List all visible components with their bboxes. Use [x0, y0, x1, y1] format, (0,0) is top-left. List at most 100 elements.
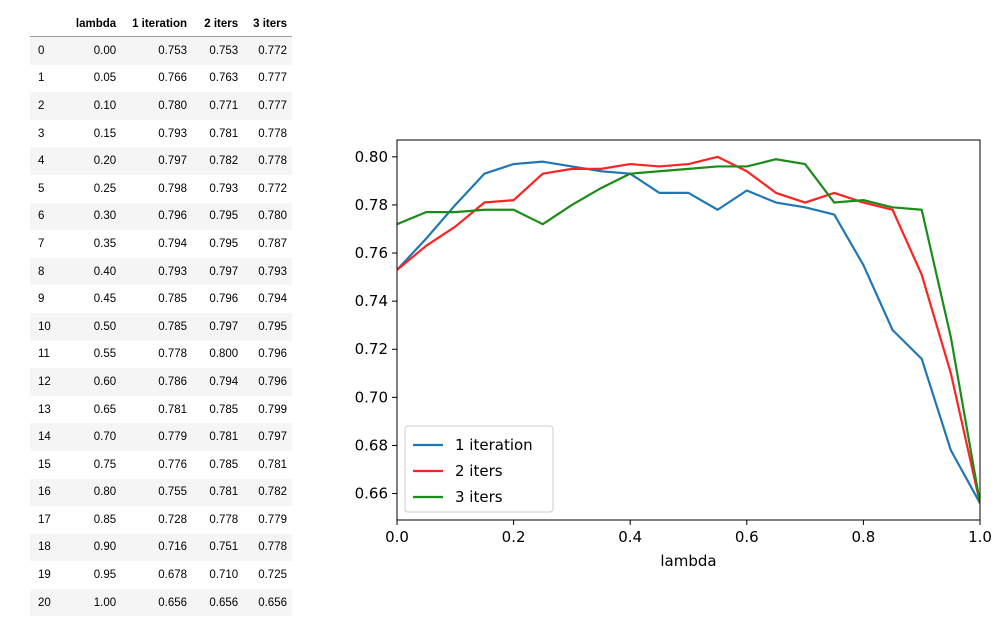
table-cell: 0.10 — [93, 99, 117, 112]
series-line-3 — [397, 158, 980, 504]
y-tick-label: 0.72 — [355, 340, 388, 358]
table-cell: 0.781 — [209, 127, 239, 140]
y-tick-label: 0.68 — [355, 436, 388, 454]
table-row: 20 1.00 0.656 0.656 0.656 — [30, 588, 292, 617]
table-cell: 0.763 — [209, 72, 239, 85]
table-cell: 0.793 — [158, 127, 188, 140]
row-index-cell: 15 — [38, 458, 51, 471]
table-cell: 0.780 — [158, 99, 188, 112]
table-row: 18 0.90 0.716 0.751 0.778 — [30, 533, 292, 562]
y-tick-label: 0.78 — [355, 196, 388, 214]
series-line-2 — [397, 155, 980, 504]
table-body: 0 0.00 0.753 0.753 0.772 1 0.05 0.766 0.763 0.777… — [30, 36, 292, 617]
table-cell: 0.656 — [209, 596, 239, 609]
legend-box — [404, 425, 554, 513]
table-header-cell: 1 iteration — [132, 18, 188, 30]
table-row: 12 0.60 0.786 0.794 0.796 — [30, 368, 292, 396]
row-index-cell: 7 — [38, 237, 45, 250]
y-tick-label: 0.74 — [355, 292, 388, 310]
y-tick-label: 0.80 — [355, 148, 388, 166]
table-cell: 0.90 — [93, 541, 117, 554]
legend-label-3: 3 iters — [455, 488, 503, 506]
table-cell: 0.656 — [158, 596, 188, 609]
table-cell: 0.656 — [258, 596, 287, 609]
table-cell: 0.772 — [258, 182, 287, 195]
row-index-cell: 8 — [38, 265, 45, 278]
table-cell: 0.771 — [209, 99, 239, 112]
x-tick-label: 0.4 — [618, 528, 642, 546]
table-cell: 0.678 — [158, 569, 188, 582]
row-index-cell: 14 — [38, 431, 51, 444]
table-cell: 0.728 — [158, 513, 188, 526]
table-cell: 0.785 — [209, 403, 239, 416]
table-cell: 0.85 — [93, 513, 117, 526]
table-cell: 0.796 — [158, 210, 188, 223]
table-cell: 0.794 — [158, 237, 188, 250]
row-index-cell: 6 — [38, 210, 45, 223]
row-index-cell: 16 — [38, 486, 51, 499]
table-cell: 0.794 — [209, 375, 239, 388]
table-cell: 0.776 — [158, 458, 188, 471]
row-index-cell: 4 — [38, 155, 45, 168]
row-index-cell: 3 — [38, 127, 45, 140]
table-row: 16 0.80 0.755 0.781 0.782 — [30, 478, 292, 507]
results-table: lambda 1 iteration 2 iters 3 iters 0 0.00 0.7… — [30, 12, 292, 617]
table-row: 9 0.45 0.785 0.796 0.794 — [30, 285, 292, 313]
row-index-cell: 18 — [38, 541, 51, 554]
row-index-cell: 1 — [38, 72, 45, 85]
row-index-cell: 5 — [38, 182, 45, 195]
table-row: 17 0.85 0.728 0.778 0.779 — [30, 506, 292, 534]
table-header-cell: 3 iters — [253, 18, 287, 30]
row-index-cell: 2 — [38, 99, 45, 112]
table-row: 7 0.35 0.794 0.795 0.787 — [30, 230, 292, 258]
table-row: 19 0.95 0.678 0.710 0.725 — [30, 561, 292, 589]
row-index-cell: 11 — [38, 348, 50, 361]
table-cell: 0.795 — [209, 237, 239, 250]
y-tick-label: 0.70 — [355, 388, 388, 406]
plot-frame — [396, 139, 981, 521]
x-tick-label: 0.8 — [851, 528, 875, 546]
table-cell: 0.40 — [93, 265, 117, 278]
table-cell: 0.787 — [258, 237, 287, 250]
table-cell: 0.35 — [93, 237, 117, 250]
table-cell: 0.786 — [158, 375, 188, 388]
legend-label-2: 2 iters — [455, 462, 503, 480]
table-cell: 0.797 — [209, 265, 239, 278]
y-tick-label: 0.76 — [355, 244, 388, 262]
table-cell: 0.779 — [158, 431, 188, 444]
table-cell: 0.785 — [158, 320, 188, 333]
table-row: 8 0.40 0.793 0.797 0.793 — [30, 257, 292, 286]
table-row: 13 0.65 0.781 0.785 0.799 — [30, 395, 292, 424]
table-cell: 0.796 — [258, 348, 287, 361]
table-cell: 0.796 — [258, 375, 287, 388]
table-cell: 0.793 — [209, 182, 239, 195]
table-cell: 0.781 — [258, 458, 287, 471]
table-header-cell: lambda — [75, 18, 117, 30]
table-row: 0 0.00 0.753 0.753 0.772 — [30, 36, 292, 65]
table-row: 14 0.70 0.779 0.781 0.797 — [30, 423, 292, 451]
table-cell: 0.50 — [93, 320, 117, 333]
table-cell: 0.05 — [93, 72, 117, 85]
table-row: 5 0.25 0.798 0.793 0.772 — [30, 174, 292, 203]
table-cell: 0.772 — [258, 44, 287, 57]
table-cell: 0.75 — [93, 458, 117, 471]
x-tick-label: 0.6 — [735, 528, 759, 546]
table-cell: 0.45 — [93, 293, 117, 306]
table-row: 11 0.55 0.778 0.800 0.796 — [30, 340, 292, 369]
table-cell: 0.778 — [258, 127, 287, 140]
table-cell: 0.777 — [258, 99, 287, 112]
x-tick-label: 1.0 — [968, 528, 992, 546]
table-row: 2 0.10 0.780 0.771 0.777 — [30, 92, 292, 120]
table-cell: 0.753 — [158, 44, 188, 57]
y-tick-label: 0.66 — [355, 485, 388, 503]
table-cell: 0.95 — [93, 569, 117, 582]
table-header-index — [30, 12, 66, 37]
table-cell: 0.778 — [209, 513, 239, 526]
table-cell: 0.797 — [258, 431, 287, 444]
table-cell: 0.780 — [258, 210, 287, 223]
table-cell: 0.778 — [258, 541, 287, 554]
table-cell: 0.755 — [158, 486, 188, 499]
row-index-cell: 0 — [38, 44, 45, 57]
table-cell: 0.30 — [93, 210, 117, 223]
table-cell: 0.799 — [258, 403, 287, 416]
